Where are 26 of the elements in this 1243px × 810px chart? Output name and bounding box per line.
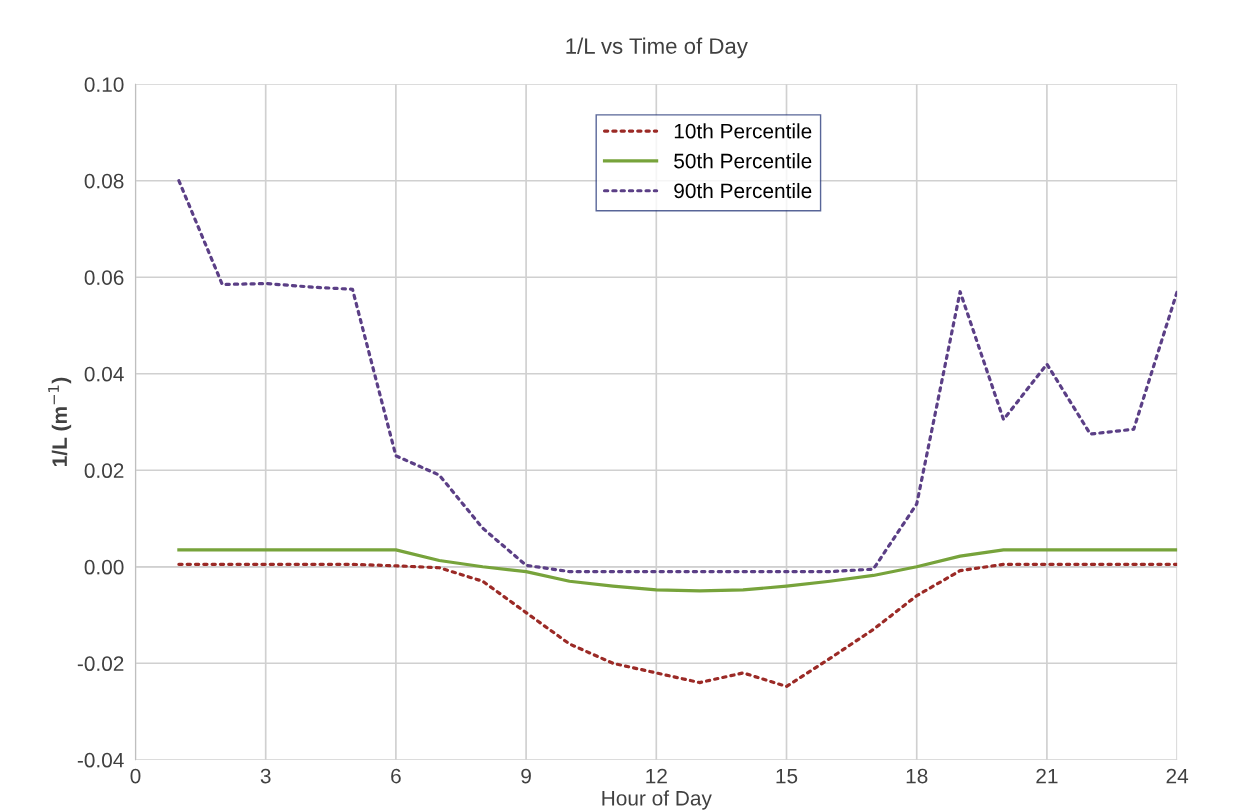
x-tick-label: 3 (260, 768, 271, 784)
line-series (177, 562, 1178, 689)
x-axis-title: Hour of Day (602, 790, 712, 810)
y-tick-label: 0.02 (84, 463, 124, 479)
x-tick-label: 9 (521, 768, 531, 784)
y-tick-label: 0.10 (84, 77, 124, 92)
legend-label: 50th Percentile (674, 153, 812, 169)
x-tick-label: 15 (776, 768, 798, 784)
y-tick-label: -0.04 (77, 752, 124, 768)
legend-label: 10th Percentile (674, 123, 812, 139)
line-series (177, 179, 1178, 574)
x-tick-label: 24 (1166, 768, 1189, 784)
x-tick-label: 6 (391, 768, 401, 784)
x-tick-label: 21 (1036, 768, 1058, 784)
y-axis-title: 1/L (m$^{−1}$) (48, 377, 72, 467)
y-tick-label: -0.02 (77, 656, 124, 672)
chart-title: 1/L vs Time of Day (566, 37, 748, 59)
x-tick-label: 12 (646, 768, 667, 784)
y-tick-label: 0.06 (84, 270, 124, 286)
y-tick-label: 0.08 (84, 173, 124, 189)
line-series (177, 548, 1178, 593)
y-tick-label: 0.04 (84, 366, 124, 382)
x-tick-label: 0 (130, 768, 141, 784)
x-tick-label: 18 (906, 768, 928, 784)
y-tick-label: 0.00 (84, 559, 124, 575)
legend-label: 90th Percentile (674, 182, 812, 199)
